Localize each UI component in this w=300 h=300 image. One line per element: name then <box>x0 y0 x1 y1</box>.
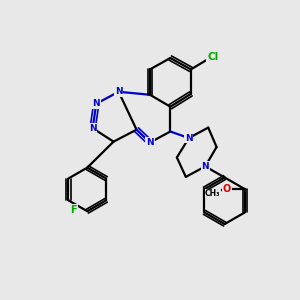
Text: N: N <box>201 162 209 171</box>
Text: N: N <box>89 124 97 133</box>
Text: Cl: Cl <box>207 52 218 62</box>
Text: CH₃: CH₃ <box>205 189 220 198</box>
Text: N: N <box>92 99 100 108</box>
Text: N: N <box>185 134 193 142</box>
Text: N: N <box>115 87 122 96</box>
Text: N: N <box>146 138 154 147</box>
Text: F: F <box>70 205 77 215</box>
Text: O: O <box>223 184 231 194</box>
